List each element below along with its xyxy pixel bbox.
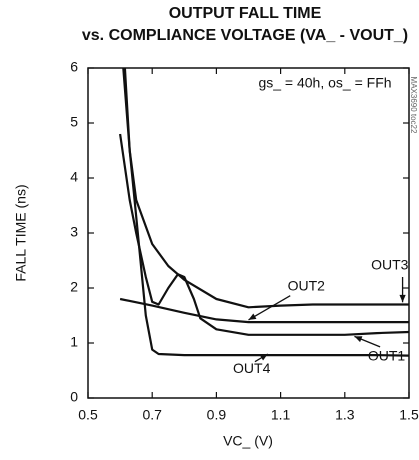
series-label: OUT4 [233, 360, 271, 376]
series-label: OUT3 [371, 257, 409, 273]
x-tick-label: 1.5 [399, 407, 419, 423]
watermark: MAX3690 toc22 [409, 77, 418, 134]
line-series [119, 297, 409, 324]
y-tick-label: 2 [70, 279, 78, 295]
y-tick-label: 4 [70, 169, 78, 185]
x-axis-label: VC_ (V) [223, 433, 273, 449]
y-tick-label: 1 [70, 334, 78, 350]
arrow-head [259, 354, 268, 361]
y-tick-label: 6 [70, 59, 78, 75]
arrow-head [354, 336, 363, 343]
line-series [123, 68, 409, 309]
y-tick-label: 5 [70, 114, 78, 130]
arrow-head [399, 294, 406, 303]
y-tick-label: 0 [70, 389, 78, 405]
x-tick-label: 1.3 [335, 407, 355, 423]
x-tick-label: 1.1 [271, 407, 291, 423]
series-label: OUT2 [288, 278, 326, 294]
chart-title: OUTPUT FALL TIME [169, 5, 322, 22]
x-tick-label: 0.7 [142, 407, 162, 423]
x-tick-label: 0.5 [78, 407, 98, 423]
y-tick-label: 3 [70, 224, 78, 240]
y-axis-label: FALL TIME (ns) [13, 184, 29, 281]
line-series [122, 68, 409, 357]
x-tick-label: 0.9 [207, 407, 227, 423]
label-arrow [248, 295, 291, 321]
chart-subtitle: vs. COMPLIANCE VOLTAGE (VA_ - VOUT_) [82, 27, 408, 44]
arrow-head [248, 313, 257, 320]
annotation: gs_ = 40h, os_ = FFh [258, 75, 391, 91]
line-series [119, 133, 409, 336]
